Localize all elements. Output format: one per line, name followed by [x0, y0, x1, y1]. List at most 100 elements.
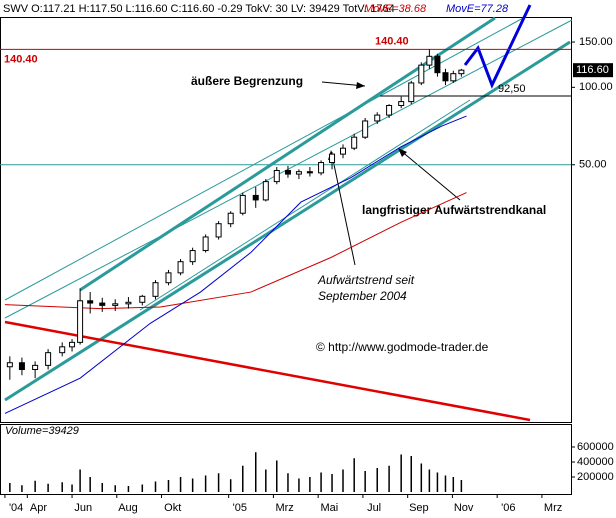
volume-bar	[217, 473, 220, 492]
volume-bar	[265, 469, 267, 492]
volume-bar	[410, 455, 412, 492]
volume-bar	[154, 481, 157, 492]
candle-body	[442, 72, 449, 82]
header: SWV O:117.21 H:117.50 L:116.60 C:116.60 …	[3, 3, 395, 15]
volume-bar	[376, 467, 378, 492]
volume-bar	[101, 482, 104, 492]
x-tick-label: '05	[233, 502, 247, 514]
x-tick-label: Jun	[74, 502, 92, 514]
candle-body	[189, 250, 196, 263]
candle-body	[69, 341, 76, 348]
candle-body	[59, 346, 66, 354]
volume-bar	[71, 484, 73, 492]
volume-bar	[114, 485, 116, 492]
y-tick-label: 400000	[577, 456, 614, 468]
candle-body	[434, 55, 441, 74]
annotation: langfristiger Aufwärtstrendkanal	[362, 203, 546, 217]
annotation: äußere Begrenzung	[191, 74, 303, 88]
y-tick-label: 50.00	[579, 159, 607, 171]
volume-bar	[276, 460, 278, 492]
level-label: 92,50	[498, 83, 526, 95]
candle-body	[374, 114, 381, 122]
legend-entry: MovE=77.28	[446, 3, 509, 15]
candle-body	[99, 302, 106, 306]
candle-body	[295, 171, 302, 175]
x-tick-label: '04	[9, 502, 23, 514]
arrow	[331, 154, 356, 266]
copyright: © http://www.godmode-trader.de	[316, 340, 489, 354]
volume-bar	[444, 475, 447, 492]
candle-body	[18, 362, 25, 370]
candle-body	[202, 236, 209, 252]
annotation: Aufwärtstrend seit	[317, 273, 415, 287]
volume-bar	[254, 452, 257, 492]
last-price-box	[573, 63, 613, 78]
annotation: September 2004	[318, 289, 407, 303]
volume-bar	[191, 478, 194, 492]
candle-body	[112, 303, 119, 306]
volume-bar	[61, 482, 63, 492]
volume-bar	[331, 473, 333, 492]
volume-bar	[400, 454, 402, 492]
volume-bar	[452, 476, 455, 492]
candle-body	[165, 272, 172, 284]
level-label: 140.40	[375, 35, 409, 47]
candle-body	[239, 194, 246, 214]
y-tick-label: 150.00	[579, 36, 613, 48]
candle-body	[362, 120, 369, 138]
volume-bar	[89, 476, 91, 492]
candle-body	[77, 300, 84, 343]
arrow	[399, 149, 461, 201]
volume-bar	[364, 470, 366, 492]
downtrend-line	[4, 320, 531, 422]
candle-body	[227, 212, 234, 225]
volume-bar	[309, 476, 311, 492]
volume-bar	[298, 478, 300, 492]
volume-bar	[47, 483, 49, 492]
candle-body	[426, 55, 433, 66]
x-tick-label: Nov	[454, 502, 474, 514]
candle-body	[450, 73, 457, 82]
candle-body	[340, 147, 347, 155]
legend-entry: MovE=38.68	[364, 3, 427, 15]
candle-body	[87, 300, 94, 304]
x-tick-label: Okt	[164, 502, 181, 514]
volume-bar	[204, 475, 207, 492]
volume-bar	[179, 476, 182, 492]
volume-bar	[9, 482, 11, 492]
volume-bar	[428, 469, 431, 492]
volume-bar	[460, 479, 463, 492]
upper-channel	[79, 16, 496, 292]
moving-average	[4, 115, 467, 414]
candle-body	[351, 136, 358, 149]
x-tick-label: '06	[501, 502, 515, 514]
volume-bar	[242, 465, 244, 492]
candle-body	[32, 364, 39, 370]
volume-bar	[79, 469, 81, 492]
volume-bar	[320, 472, 322, 492]
candle-body	[408, 82, 415, 103]
candle-body	[125, 301, 132, 305]
x-tick-label: Mrz	[275, 502, 293, 514]
volume-bar	[141, 484, 144, 492]
moving-average	[4, 192, 467, 310]
inner-channel	[139, 99, 471, 311]
candle-body	[318, 162, 325, 174]
y-tick-label: 600000	[577, 441, 614, 453]
trend-lines	[4, 4, 573, 422]
volume-bar	[287, 473, 289, 492]
volume-bar	[420, 463, 423, 492]
candle-body	[139, 295, 146, 303]
candle-body	[418, 64, 425, 84]
volume-frame	[0, 424, 572, 495]
arrow-head	[356, 82, 365, 89]
candle-body	[284, 169, 291, 175]
x-tick-label: Mrz	[544, 502, 562, 514]
last-price-label: 116.60	[576, 64, 609, 76]
projection	[463, 4, 532, 89]
outer-channel	[4, 19, 573, 319]
volume-bar	[353, 458, 355, 492]
price-frame	[0, 17, 572, 423]
candle-body	[458, 69, 465, 75]
